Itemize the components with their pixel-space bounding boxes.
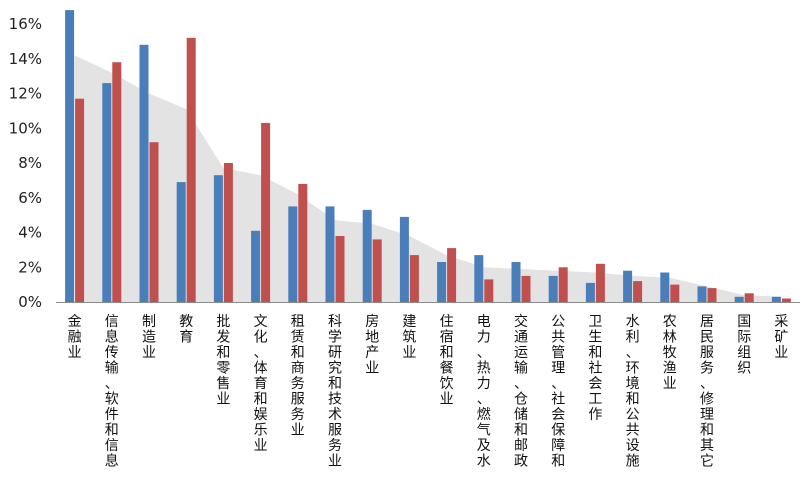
bar-series2-17 (707, 288, 717, 302)
bar-series2-13 (558, 267, 568, 303)
x-category-label: 交通运输、仓储和邮政 (514, 313, 528, 470)
bar-series2-1 (112, 62, 122, 303)
y-tick-label: 12% (9, 85, 42, 103)
y-tick-label: 8% (18, 154, 42, 172)
x-category-label: 国际组织 (737, 314, 751, 377)
bar-series1-15 (623, 270, 633, 302)
bar-series1-3 (176, 182, 186, 302)
y-tick-label: 6% (18, 189, 42, 207)
bar-series2-15 (633, 281, 643, 302)
bar-series2-5 (261, 123, 271, 302)
y-tick-label: 16% (9, 15, 42, 33)
x-category-label: 电力、热力、燃气及水 (477, 314, 491, 470)
x-category-label: 住宿和餐饮业 (440, 314, 454, 408)
x-category-label: 公共管理、社会保障和 (551, 314, 565, 470)
y-tick-label: 0% (18, 293, 42, 311)
bar-series1-2 (139, 44, 149, 303)
bar-series1-12 (511, 262, 521, 302)
bar-series2-9 (409, 255, 419, 302)
bar-series2-18 (744, 293, 754, 302)
x-category-labels: 金融业 信息传输、软件和信息 制造业 教育 批发和零售业 文化、体育和娱乐业 租赁和商务服务… (68, 313, 789, 470)
x-category-label: 水利、环境和公共设施 (626, 314, 640, 470)
bar-series2-14 (595, 263, 605, 302)
bar-series2-11 (484, 279, 494, 302)
y-tick-label: 4% (18, 224, 42, 242)
bar-series1-0 (65, 10, 75, 302)
bar-series2-16 (670, 284, 680, 302)
bar-series2-12 (521, 275, 531, 302)
x-category-label: 教育 (179, 314, 193, 346)
bar-series2-2 (149, 142, 159, 302)
bar-series2-10 (447, 248, 457, 302)
x-category-label: 居民服务、修理和其它 (700, 314, 714, 470)
x-category-label: 科学研究和技术服务业 (328, 314, 342, 470)
bar-series1-7 (325, 206, 335, 302)
bar-series1-9 (399, 216, 409, 302)
bar-layer (65, 10, 791, 303)
bar-series2-3 (186, 37, 196, 303)
bar-series1-10 (437, 262, 447, 302)
bar-series1-16 (660, 272, 670, 302)
bar-series1-18 (734, 296, 744, 302)
bar-series2-6 (298, 183, 308, 302)
bar-series1-11 (474, 255, 484, 302)
bar-series1-1 (102, 83, 112, 302)
x-category-label: 文化、体育和娱乐业 (254, 314, 268, 454)
x-category-label: 批发和零售业 (216, 314, 230, 408)
x-category-label: 农林牧渔业 (663, 314, 677, 392)
x-category-label: 金融业 (68, 314, 82, 361)
bar-series2-19 (781, 298, 791, 302)
bar-series2-7 (335, 236, 345, 302)
x-category-label: 卫生和社会工作 (588, 314, 602, 423)
bar-series1-5 (251, 230, 261, 302)
bar-series2-8 (372, 239, 382, 302)
bar-series2-0 (75, 98, 85, 302)
x-category-label: 建筑业 (402, 314, 416, 361)
y-tick-label: 14% (9, 50, 42, 68)
bar-series1-6 (288, 206, 298, 302)
bar-series1-17 (697, 286, 707, 302)
bar-series2-4 (223, 163, 233, 302)
bar-series1-19 (771, 296, 781, 302)
x-category-label: 采矿业 (774, 314, 788, 361)
x-category-label: 制造业 (142, 314, 156, 361)
y-tick-label: 10% (9, 119, 42, 137)
bar-series1-4 (213, 175, 223, 302)
bar-series1-14 (585, 282, 595, 302)
bar-series1-13 (548, 275, 558, 302)
x-category-label: 租赁和商务服务业 (291, 314, 305, 439)
x-category-label: 房地产业 (365, 314, 379, 377)
y-tick-label: 2% (18, 258, 42, 276)
bar-series1-8 (362, 209, 372, 302)
y-tick-labels: 0% 2% 4% 6% 8% 10% 12% 14% 16% (9, 15, 42, 311)
x-category-label: 信息传输、软件和信息 (105, 314, 119, 470)
